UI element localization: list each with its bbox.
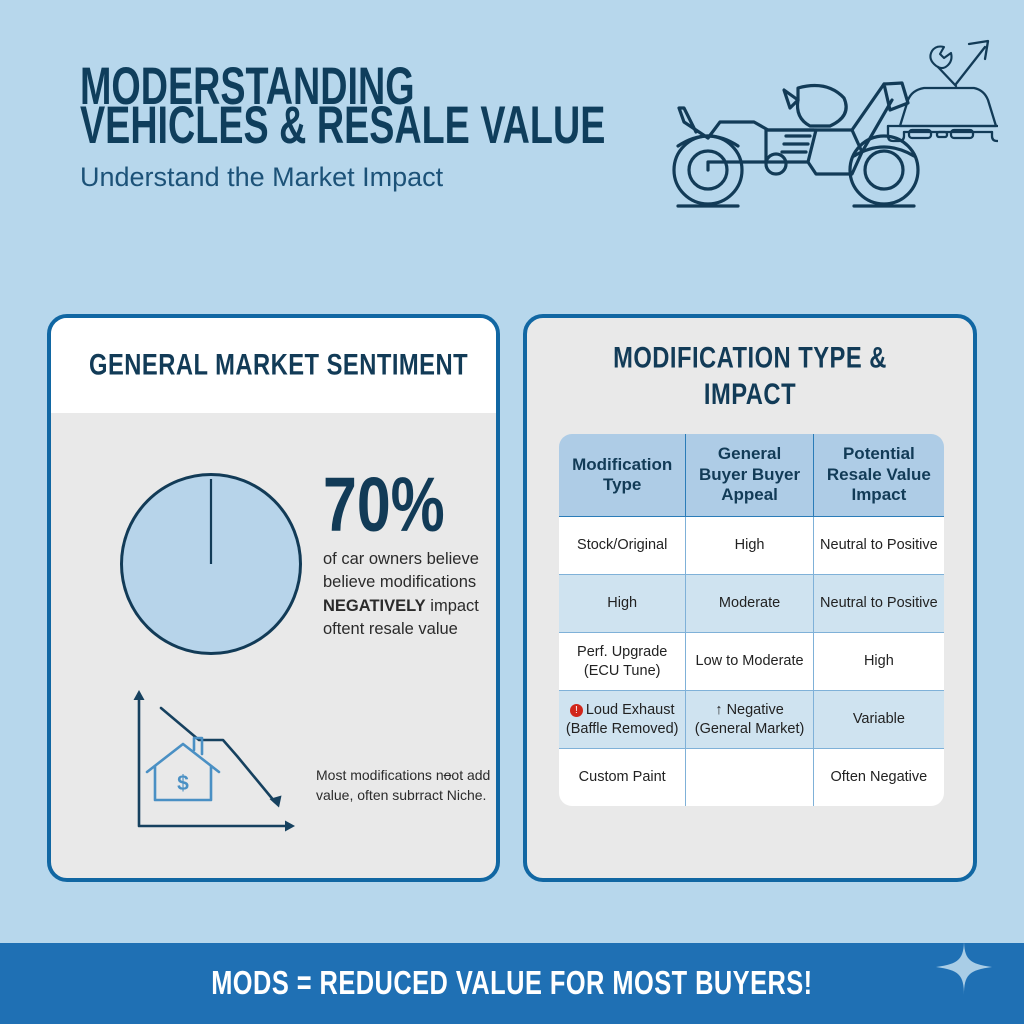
svg-text:$: $	[177, 772, 189, 795]
